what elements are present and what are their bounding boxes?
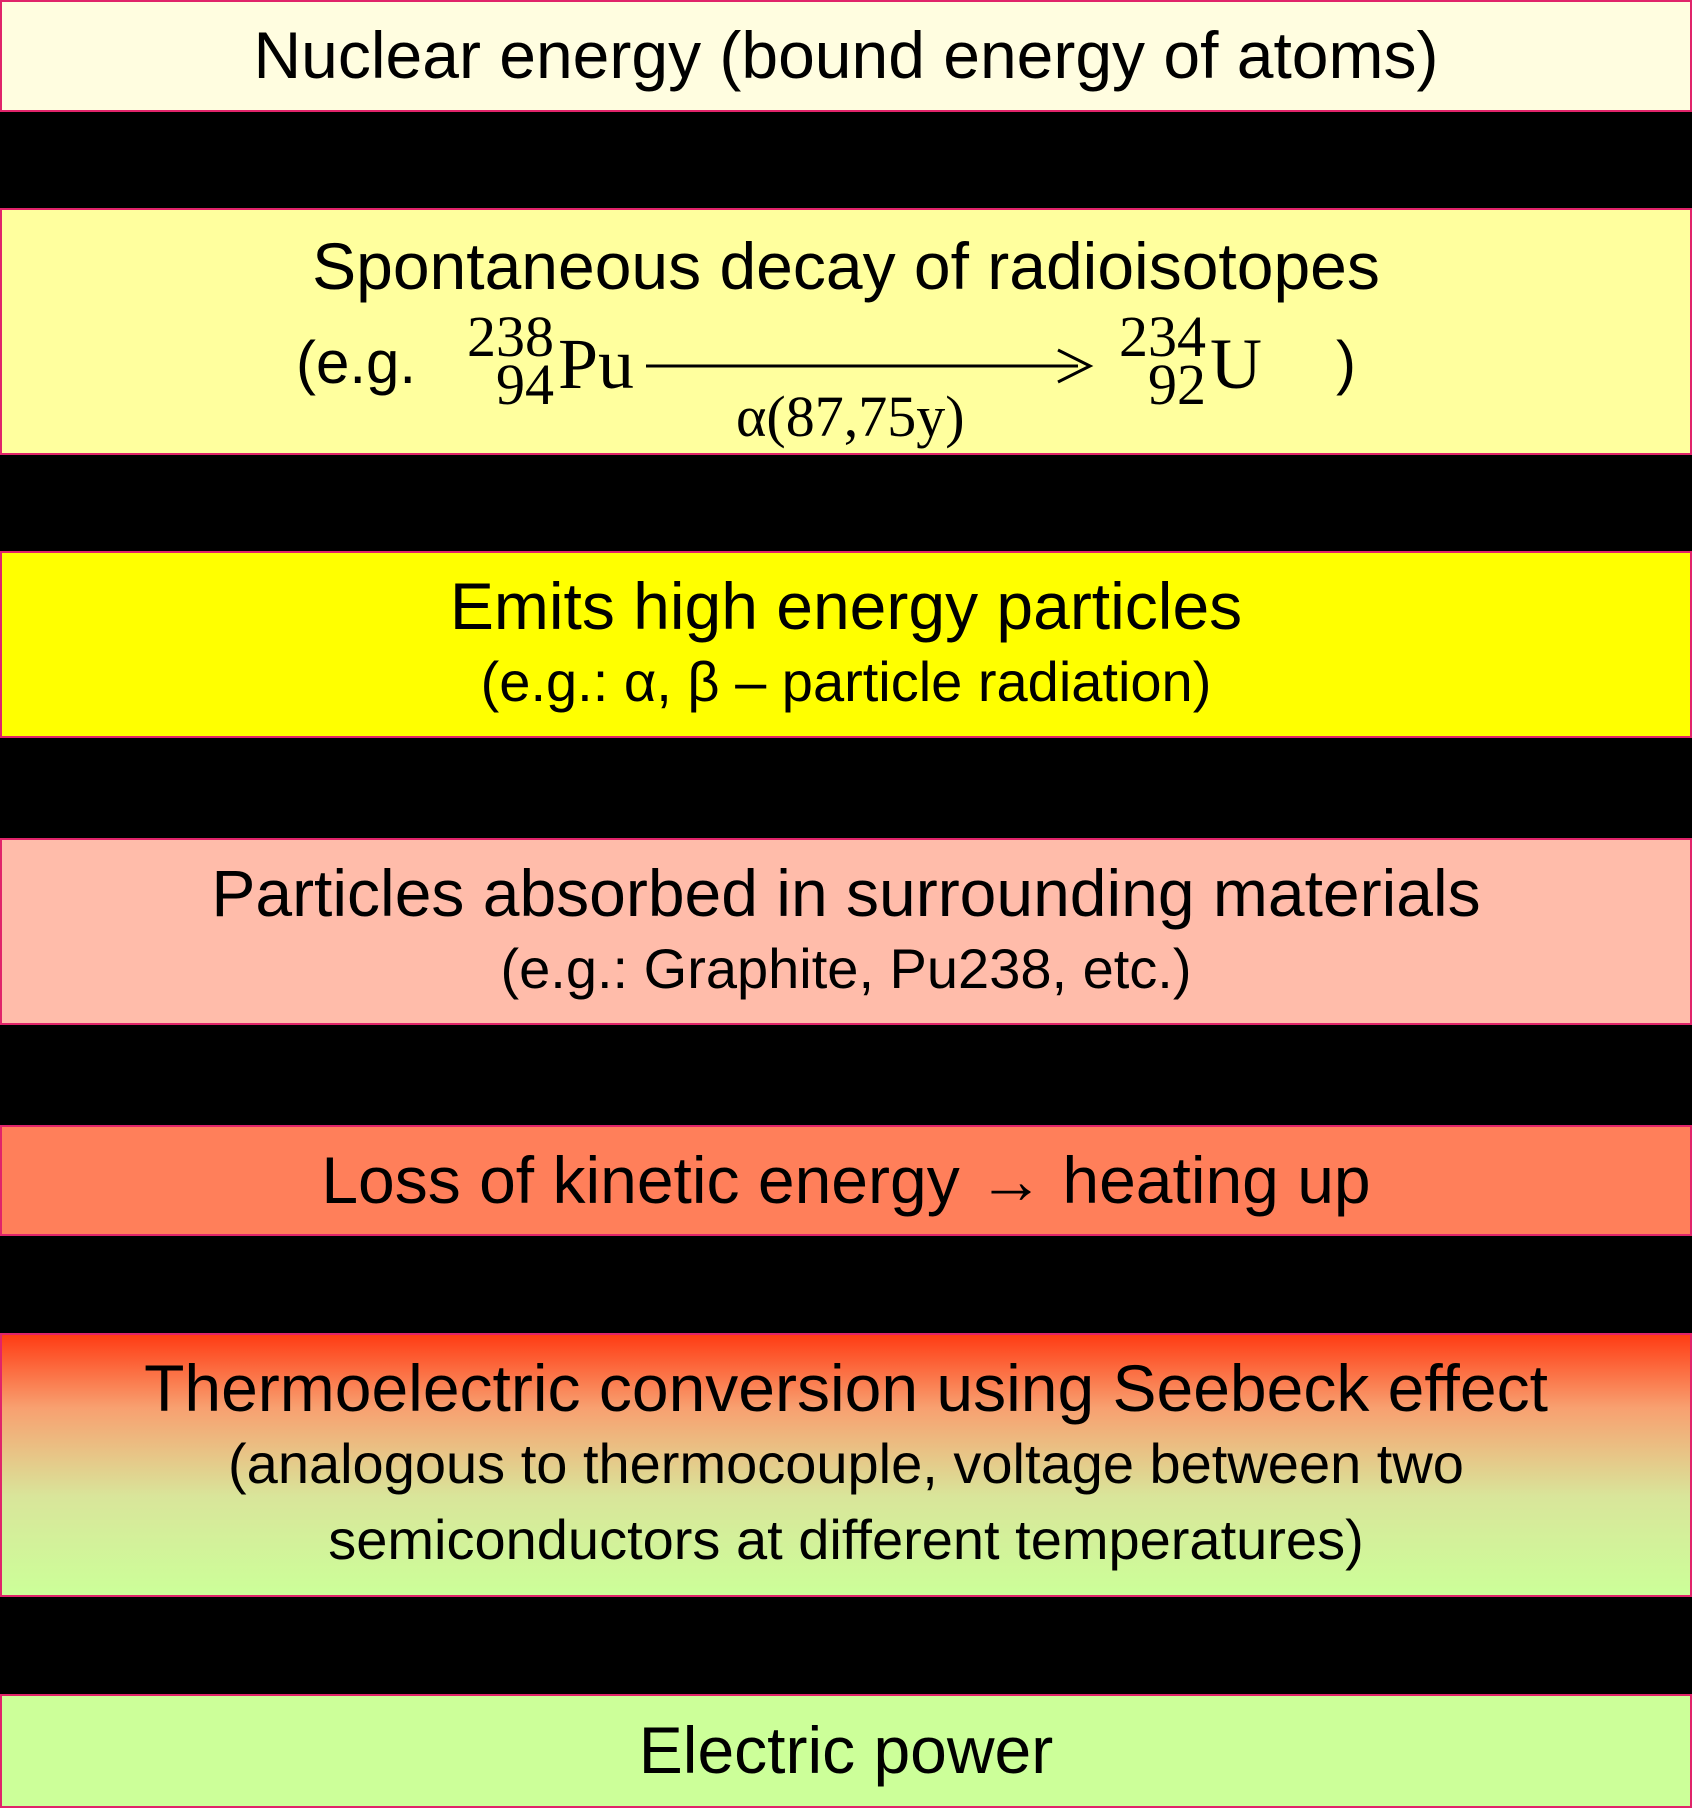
step-title: Emits high energy particles bbox=[449, 568, 1243, 643]
parent-atomic-number: 94 bbox=[496, 351, 554, 417]
step-title: Electric power bbox=[638, 1713, 1054, 1788]
step-title: Thermoelectric conversion using Seebeck … bbox=[144, 1351, 1548, 1426]
step-subtitle: (e.g.: Graphite, Pu238, etc.) bbox=[500, 936, 1192, 1000]
step-nuclear-energy: Nuclear energy (bound energy of atoms) bbox=[0, 0, 1692, 112]
reaction-prefix: (e.g. bbox=[296, 328, 417, 396]
decay-reaction: (e.g. 238 94 Pu α(87,75y) 234 92 U ) bbox=[296, 303, 1396, 449]
reaction-suffix: ) bbox=[1336, 328, 1356, 396]
reaction-arrow-icon bbox=[646, 348, 1094, 384]
daughter-isotope-numbers: 234 92 bbox=[1096, 303, 1206, 428]
step-heating-up: Loss of kinetic energy → heating up bbox=[0, 1125, 1692, 1236]
step-emits-particles: Emits high energy particles (e.g.: α, β … bbox=[0, 551, 1692, 738]
step-subtitle: (e.g.: α, β – particle radiation) bbox=[480, 649, 1212, 713]
daughter-atomic-number: 92 bbox=[1148, 351, 1206, 417]
daughter-mass-number: 234 bbox=[1119, 303, 1206, 369]
step-thermoelectric-conversion: Thermoelectric conversion using Seebeck … bbox=[0, 1333, 1692, 1597]
decay-mode-label: α(87,75y) bbox=[736, 383, 965, 449]
step-title: Loss of kinetic energy → heating up bbox=[321, 1142, 1371, 1217]
step-electric-power: Electric power bbox=[0, 1694, 1692, 1808]
parent-mass-number: 238 bbox=[467, 303, 554, 369]
daughter-symbol: U bbox=[1210, 323, 1262, 404]
step-subtitle: (analogous to thermocouple, voltage betw… bbox=[228, 1432, 1464, 1571]
step-title: Particles absorbed in surrounding materi… bbox=[211, 855, 1481, 930]
step-spontaneous-decay: Spontaneous decay of radioisotopes (e.g.… bbox=[0, 208, 1692, 455]
parent-symbol: Pu bbox=[558, 323, 635, 404]
step-particles-absorbed: Particles absorbed in surrounding materi… bbox=[0, 838, 1692, 1025]
step-title: Nuclear energy (bound energy of atoms) bbox=[253, 18, 1439, 93]
parent-isotope-numbers: 238 94 bbox=[444, 303, 554, 428]
step-title: Spontaneous decay of radioisotopes bbox=[312, 229, 1380, 303]
